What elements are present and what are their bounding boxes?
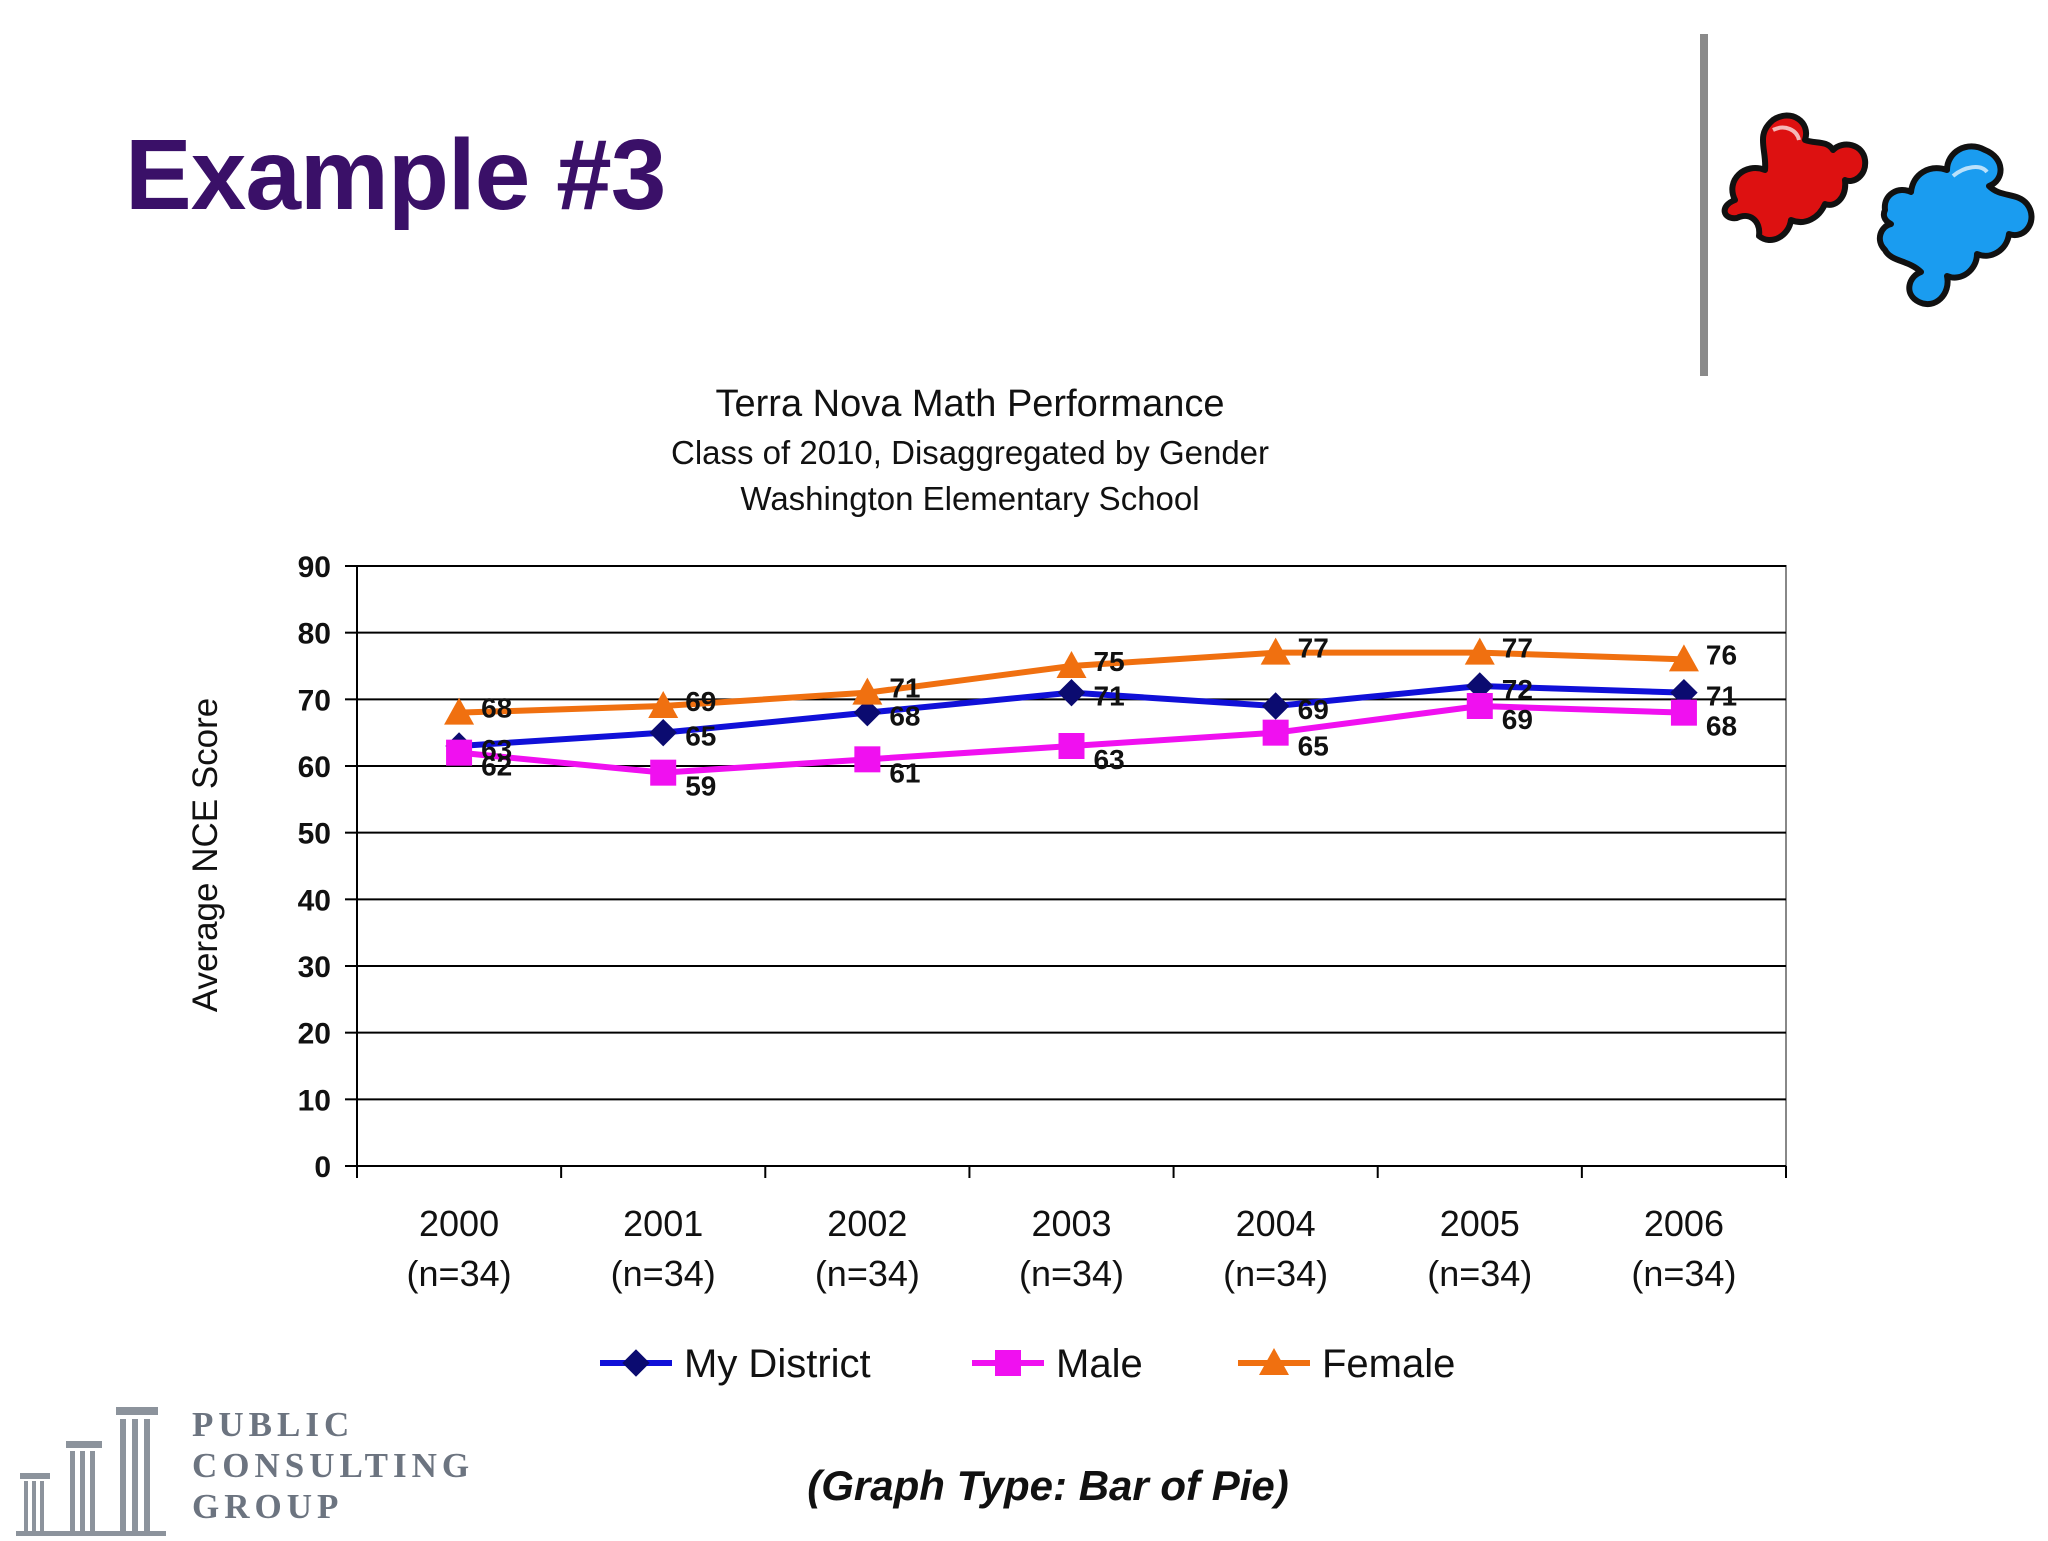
puzzle-pieces-icon <box>1721 112 2035 307</box>
data-point-male <box>1262 719 1289 746</box>
data-point-my-district <box>1057 678 1086 707</box>
data-point-my-district <box>853 698 882 727</box>
data-label-my-district: 69 <box>1298 694 1329 725</box>
legend-marker-male <box>995 1350 1021 1376</box>
data-point-female <box>1668 644 1699 672</box>
logo-text-group: GROUP <box>192 1487 344 1526</box>
y-tick-label: 90 <box>298 551 331 584</box>
x-tick-sublabel: (n=34) <box>611 1253 716 1294</box>
x-tick-label: 2003 <box>1031 1203 1111 1244</box>
y-tick-label: 40 <box>298 884 331 917</box>
data-label-my-district: 71 <box>1706 681 1737 712</box>
data-point-female <box>444 697 475 725</box>
x-tick-label: 2002 <box>827 1203 907 1244</box>
y-tick-label: 30 <box>298 951 331 984</box>
y-tick-label: 20 <box>298 1018 331 1051</box>
red-puzzle-piece-icon <box>1721 112 1869 243</box>
data-point-female <box>648 691 679 718</box>
x-tick-label: 2000 <box>419 1203 499 1244</box>
slide-title: Example #3 <box>125 119 666 231</box>
logo-text-consulting: CONSULTING <box>192 1446 475 1485</box>
data-label-male: 62 <box>481 751 512 782</box>
y-tick-label: 80 <box>298 618 331 651</box>
public-consulting-group-logo: PUBLIC CONSULTING GROUP <box>16 1405 469 1536</box>
logo-text-public: PUBLIC <box>192 1405 355 1444</box>
x-tick-sublabel: (n=34) <box>815 1253 920 1294</box>
data-point-male <box>650 759 677 786</box>
legend-marker-my-district <box>622 1349 650 1377</box>
data-label-male: 61 <box>889 757 920 788</box>
data-label-female: 71 <box>889 673 920 704</box>
y-tick-label: 60 <box>298 751 331 784</box>
data-label-my-district: 72 <box>1502 674 1533 705</box>
data-label-male: 69 <box>1502 704 1533 735</box>
data-label-my-district: 68 <box>889 701 920 732</box>
data-label-female: 75 <box>1094 646 1125 677</box>
x-tick-label: 2006 <box>1644 1203 1724 1244</box>
blue-puzzle-piece-icon <box>1876 143 2035 307</box>
y-axis-label: Average NCE Score <box>186 698 225 1013</box>
y-tick-label: 10 <box>298 1084 331 1117</box>
data-point-male <box>446 739 473 766</box>
data-point-my-district <box>649 718 677 747</box>
data-label-male: 65 <box>1298 731 1329 762</box>
data-label-my-district: 65 <box>685 721 716 752</box>
data-label-female: 69 <box>685 686 716 717</box>
data-label-female: 76 <box>1706 639 1737 670</box>
data-label-female: 77 <box>1502 633 1533 664</box>
data-point-male <box>1058 733 1085 759</box>
x-tick-sublabel: (n=34) <box>1631 1253 1736 1294</box>
data-label-female: 68 <box>481 693 512 724</box>
data-point-male <box>1466 693 1493 719</box>
x-tick-sublabel: (n=34) <box>407 1253 512 1294</box>
legend-label-my-district: My District <box>684 1342 871 1386</box>
chart-subtitle-2: Washington Elementary School <box>740 480 1199 517</box>
x-tick-sublabel: (n=34) <box>1427 1253 1532 1294</box>
data-point-female <box>1260 637 1291 665</box>
x-tick-sublabel: (n=34) <box>1019 1253 1124 1294</box>
y-tick-label: 0 <box>314 1151 331 1184</box>
data-point-male <box>854 746 881 773</box>
data-label-my-district: 63 <box>481 734 512 765</box>
chart-title: Terra Nova Math Performance <box>716 383 1225 425</box>
x-tick-label: 2004 <box>1236 1203 1316 1244</box>
graph-type-note: (Graph Type: Bar of Pie) <box>807 1462 1289 1509</box>
data-label-male: 68 <box>1706 711 1737 742</box>
data-label-female: 77 <box>1298 633 1329 664</box>
data-point-male <box>1670 699 1697 726</box>
data-point-female <box>1464 637 1495 665</box>
data-label-male: 59 <box>685 771 716 802</box>
data-label-my-district: 71 <box>1094 681 1125 712</box>
data-point-female <box>1056 651 1087 678</box>
y-tick-label: 50 <box>298 818 331 851</box>
data-point-my-district <box>1261 692 1290 720</box>
data-point-female <box>852 677 883 705</box>
legend-label-male: Male <box>1056 1342 1143 1386</box>
vertical-divider <box>1700 34 1708 376</box>
x-tick-label: 2005 <box>1440 1203 1520 1244</box>
legend-marker-female <box>1259 1348 1289 1375</box>
y-tick-label: 70 <box>298 684 331 717</box>
x-tick-sublabel: (n=34) <box>1223 1253 1328 1294</box>
columns-icon <box>16 1407 166 1536</box>
legend-label-female: Female <box>1322 1342 1455 1386</box>
x-tick-label: 2001 <box>623 1203 703 1244</box>
data-label-male: 63 <box>1094 744 1125 775</box>
chart-subtitle-1: Class of 2010, Disaggregated by Gender <box>671 434 1269 471</box>
